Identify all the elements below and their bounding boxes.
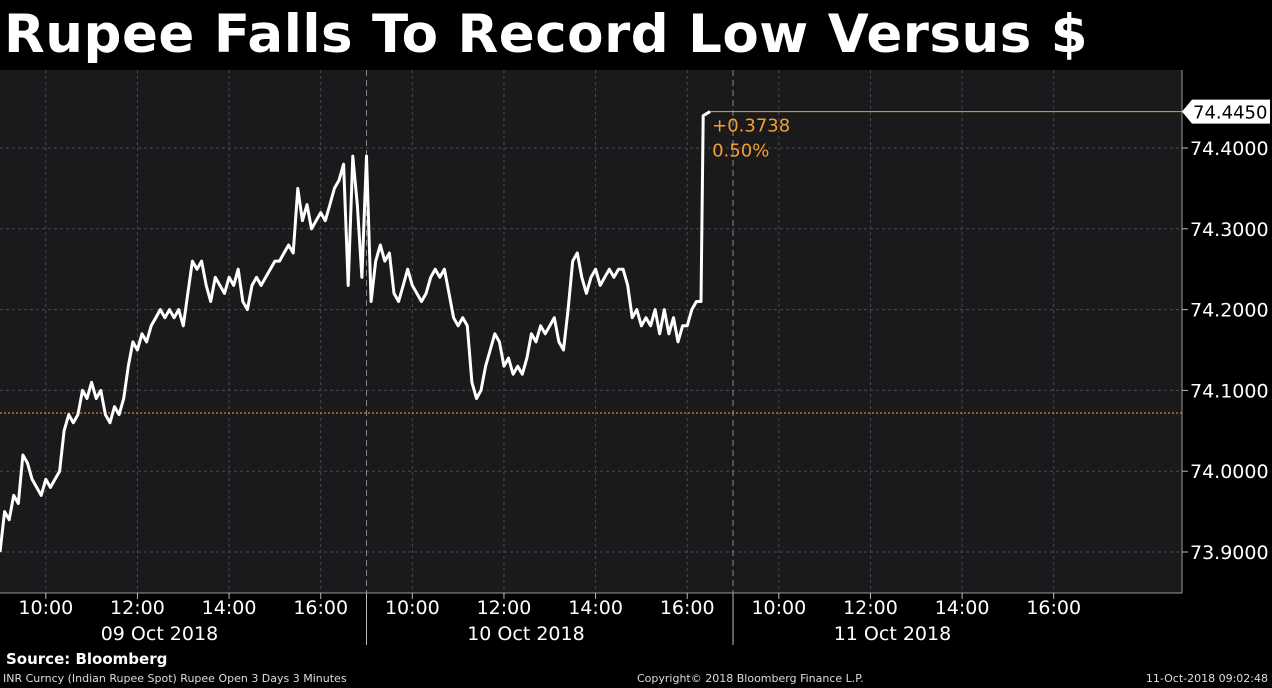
source-label: Source: Bloomberg xyxy=(6,650,168,668)
x-tick-label: 12:00 xyxy=(110,597,165,619)
x-tick-label: 14:00 xyxy=(935,597,990,619)
y-tick-label: 74.1000 xyxy=(1190,380,1269,402)
change-pct-label: 0.50% xyxy=(712,141,769,162)
x-tick-label: 12:00 xyxy=(843,597,898,619)
day-label: 11 Oct 2018 xyxy=(834,623,951,645)
series-line xyxy=(0,110,711,553)
x-tick-label: 12:00 xyxy=(477,597,532,619)
y-tick-label: 74.4000 xyxy=(1190,138,1269,160)
chart-title: Rupee Falls To Record Low Versus $ xyxy=(4,4,1089,65)
last-value-box xyxy=(1182,99,1270,124)
x-tick-label: 14:00 xyxy=(202,597,257,619)
x-tick-label: 16:00 xyxy=(1026,597,1081,619)
x-tick-label: 10:00 xyxy=(751,597,806,619)
footer-ticker: INR Curncy (Indian Rupee Spot) Rupee Ope… xyxy=(3,672,347,685)
x-axis: 10:00 12:00 14:00 16:00 10:00 12:00 14:00 16:00… xyxy=(18,593,1081,619)
y-tick-label: 74.0000 xyxy=(1190,461,1269,483)
day-label: 09 Oct 2018 xyxy=(101,623,218,645)
x-tick-label: 16:00 xyxy=(293,597,348,619)
grid xyxy=(0,70,1182,593)
day-labels: 09 Oct 2018 10 Oct 2018 11 Oct 2018 xyxy=(101,623,951,645)
change-label: +0.3738 xyxy=(712,116,790,137)
last-value-label: 74.4450 xyxy=(1182,99,1270,124)
footer-timestamp: 11-Oct-2018 09:02:48 xyxy=(1145,672,1268,685)
x-tick-label: 10:00 xyxy=(18,597,73,619)
y-tick-label: 74.3000 xyxy=(1190,219,1269,241)
x-tick-label: 16:00 xyxy=(660,597,715,619)
y-tick-label: 73.9000 xyxy=(1190,542,1269,564)
y-tick-label: 74.2000 xyxy=(1190,300,1269,322)
plot-area xyxy=(0,70,1182,593)
x-tick-label: 10:00 xyxy=(385,597,440,619)
y-axis: 73.9000 74.0000 74.1000 74.2000 74.3000 74.40… xyxy=(1182,138,1269,564)
last-value-text: 74.4450 xyxy=(1193,103,1267,124)
x-tick-label: 14:00 xyxy=(568,597,623,619)
day-label: 10 Oct 2018 xyxy=(467,623,584,645)
day-breaks xyxy=(366,70,734,645)
footer-copyright: Copyright© 2018 Bloomberg Finance L.P. xyxy=(637,672,864,685)
